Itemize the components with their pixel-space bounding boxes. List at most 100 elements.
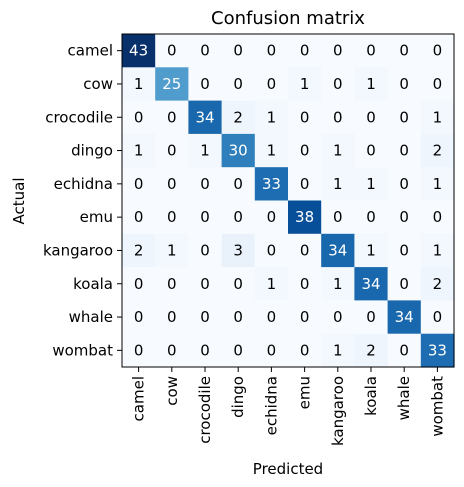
- heatmap-cell: [155, 333, 189, 368]
- heatmap-cell: [288, 267, 322, 301]
- heatmap-cell: [321, 233, 355, 268]
- cell-value-label: 0: [300, 175, 310, 193]
- y-axis-ticks: camel cow crocodile dingo echidna emu kangaroo…: [43, 42, 122, 359]
- heatmap-cell: [221, 167, 256, 202]
- cell-value-label: 0: [200, 175, 210, 193]
- y-tick-label: kangaroo: [43, 241, 113, 259]
- heatmap-cell: [387, 267, 422, 301]
- cell-value-label: 0: [233, 208, 243, 226]
- cell-value-label: 0: [134, 275, 144, 293]
- cell-value-label: 0: [167, 108, 177, 126]
- cell-value-label: 0: [134, 341, 144, 359]
- heatmap-cell: [155, 267, 189, 301]
- heatmap-cell: [254, 267, 289, 301]
- cell-value-label: 0: [300, 42, 310, 60]
- heatmap-cell: [188, 267, 223, 301]
- heatmap-cell: [321, 200, 355, 235]
- x-tick-label: cow: [163, 376, 181, 406]
- heatmap-cell: [155, 100, 189, 135]
- heatmap-cell: [188, 133, 223, 168]
- y-tick-label: wombat: [52, 341, 113, 359]
- cell-value-label: 0: [399, 75, 409, 93]
- cell-value-label: 1: [366, 175, 376, 193]
- heatmap-cell: [420, 300, 455, 335]
- x-tick-label: emu: [296, 376, 314, 409]
- heatmap-cell: [288, 67, 322, 102]
- heatmap-cell: [321, 34, 355, 68]
- heatmap-cell: [155, 200, 189, 235]
- cell-value-label: 1: [134, 142, 144, 160]
- heatmap-cell: [288, 333, 322, 368]
- cell-value-label: 0: [134, 208, 144, 226]
- cell-value-label: 2: [233, 108, 243, 126]
- heatmap-cell: [387, 200, 422, 235]
- cell-value-label: 0: [167, 142, 177, 160]
- heatmap-cell: [321, 167, 355, 202]
- heatmap-cell: [288, 167, 322, 202]
- cell-value-label: 0: [300, 108, 310, 126]
- cell-value-label: 1: [267, 142, 277, 160]
- heatmap-cells: [122, 34, 455, 368]
- cell-value-label: 0: [200, 241, 210, 259]
- heatmap-cell: [354, 233, 389, 268]
- cell-value-label: 0: [233, 341, 243, 359]
- heatmap-cell: [321, 267, 355, 301]
- cell-value-label: 0: [233, 275, 243, 293]
- cell-value-labels: 43 0 0 0 0 0 0 0 0 01 25 0 0 0 1 0 1 0 00 0 34 2 1 0 0 0 0 11 0 1 30 1 0…: [129, 42, 447, 360]
- cell-value-label: 2: [134, 241, 144, 259]
- heatmap-cell: [420, 34, 455, 68]
- heatmap-cell: [420, 233, 455, 268]
- heatmap-cell: [420, 100, 455, 135]
- cell-value-label: 0: [333, 75, 343, 93]
- heatmap-cell: [122, 67, 156, 102]
- cell-value-label: 0: [333, 42, 343, 60]
- x-tick-label: echidna: [262, 376, 280, 435]
- cell-value-label: 0: [267, 241, 277, 259]
- heatmap-cell: [420, 67, 455, 102]
- y-tick-label: camel: [68, 42, 113, 60]
- y-tick-label: crocodile: [45, 108, 113, 126]
- heatmap-cell: [321, 67, 355, 102]
- cell-value-label: 0: [300, 275, 310, 293]
- cell-value-label: 0: [300, 341, 310, 359]
- cell-value-label: 0: [333, 108, 343, 126]
- heatmap-cell: [254, 233, 289, 268]
- cell-value-label: 1: [333, 275, 343, 293]
- heatmap-cell: [188, 34, 223, 68]
- x-tick-label: kangaroo: [329, 376, 347, 446]
- cell-value-label: 1: [300, 75, 310, 93]
- heatmap-cell: [188, 333, 223, 368]
- cell-value-label: 33: [262, 175, 281, 193]
- heatmap-cell: [288, 200, 322, 235]
- heatmap-cell: [387, 133, 422, 168]
- heatmap-cell: [354, 133, 389, 168]
- heatmap-cell: [420, 167, 455, 202]
- heatmap-cell: [188, 100, 223, 135]
- cell-value-label: 0: [433, 42, 443, 60]
- x-axis-ticks: camel cow crocodile dingo echidna emu kangaroo…: [130, 367, 446, 446]
- heatmap-cell: [188, 67, 223, 102]
- heatmap-cell: [321, 300, 355, 335]
- heatmap-cell: [221, 233, 256, 268]
- x-tick-label: koala: [362, 376, 380, 416]
- heatmap-cell: [254, 333, 289, 368]
- plot-frame: [121, 33, 455, 368]
- heatmap-cell: [221, 133, 256, 168]
- cell-value-label: 0: [366, 208, 376, 226]
- cell-value-label: 0: [200, 42, 210, 60]
- cell-value-label: 0: [300, 241, 310, 259]
- cell-value-label: 1: [267, 108, 277, 126]
- cell-value-label: 0: [233, 42, 243, 60]
- heatmap-cell: [387, 167, 422, 202]
- heatmap-cell: [122, 100, 156, 135]
- cell-value-label: 0: [399, 275, 409, 293]
- cell-value-label: 2: [366, 341, 376, 359]
- cell-value-label: 0: [433, 208, 443, 226]
- heatmap-cell: [354, 67, 389, 102]
- heatmap-cell: [288, 100, 322, 135]
- cell-value-label: 0: [167, 208, 177, 226]
- cell-value-label: 0: [134, 175, 144, 193]
- cell-value-label: 1: [333, 175, 343, 193]
- heatmap-cell: [420, 333, 455, 368]
- heatmap-cell: [288, 133, 322, 168]
